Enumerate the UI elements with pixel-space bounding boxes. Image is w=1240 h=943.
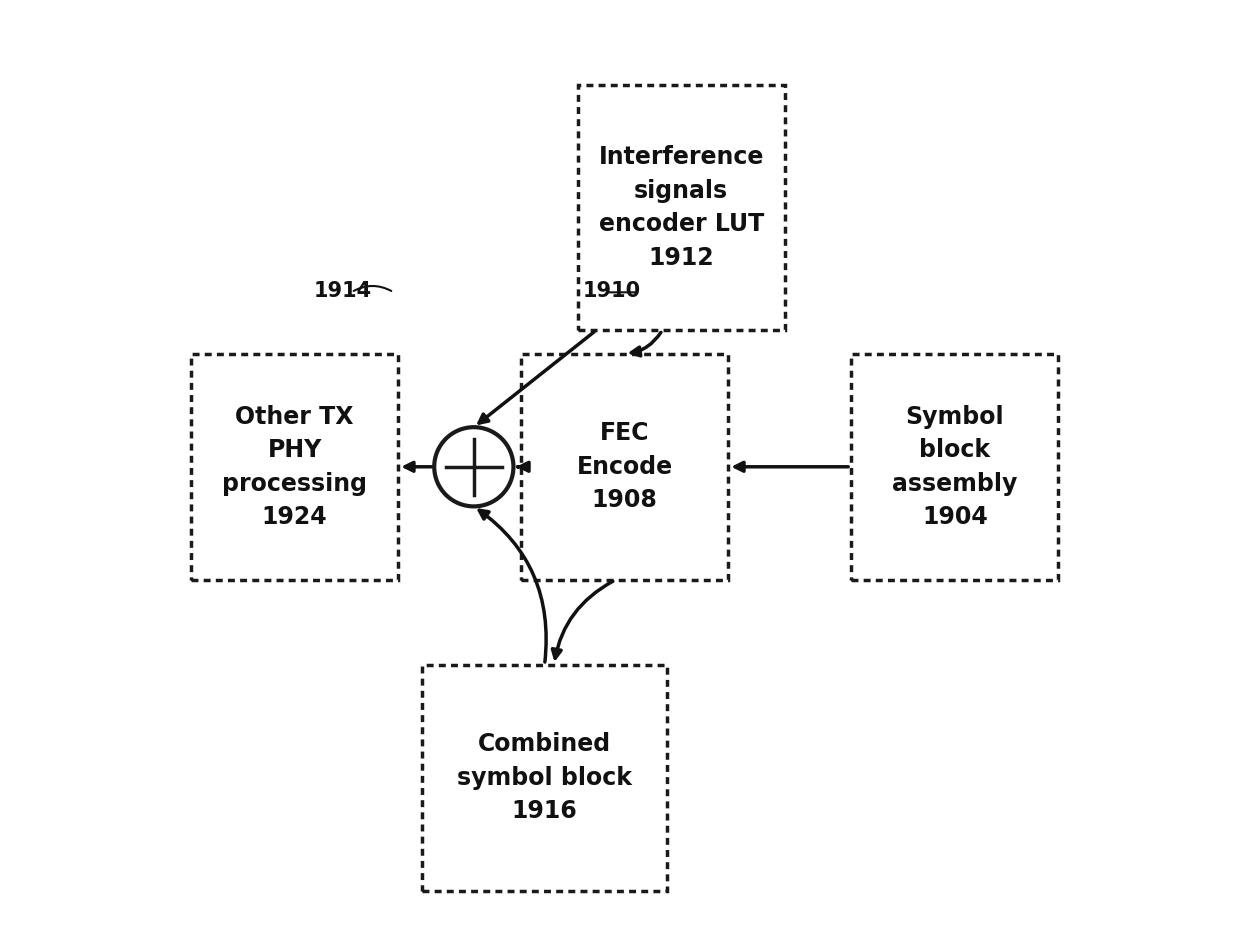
Text: Combined
symbol block
1916: Combined symbol block 1916: [458, 733, 632, 823]
FancyBboxPatch shape: [578, 85, 785, 330]
FancyBboxPatch shape: [851, 354, 1059, 580]
FancyBboxPatch shape: [422, 665, 667, 891]
Text: Symbol
block
assembly
1904: Symbol block assembly 1904: [892, 405, 1018, 529]
Text: 1914: 1914: [314, 281, 372, 301]
Text: Other TX
PHY
processing
1924: Other TX PHY processing 1924: [222, 405, 367, 529]
Text: FEC
Encode
1908: FEC Encode 1908: [577, 422, 673, 512]
FancyBboxPatch shape: [191, 354, 398, 580]
Text: Interference
signals
encoder LUT
1912: Interference signals encoder LUT 1912: [599, 145, 764, 270]
Text: 1910: 1910: [583, 281, 640, 301]
FancyBboxPatch shape: [521, 354, 728, 580]
